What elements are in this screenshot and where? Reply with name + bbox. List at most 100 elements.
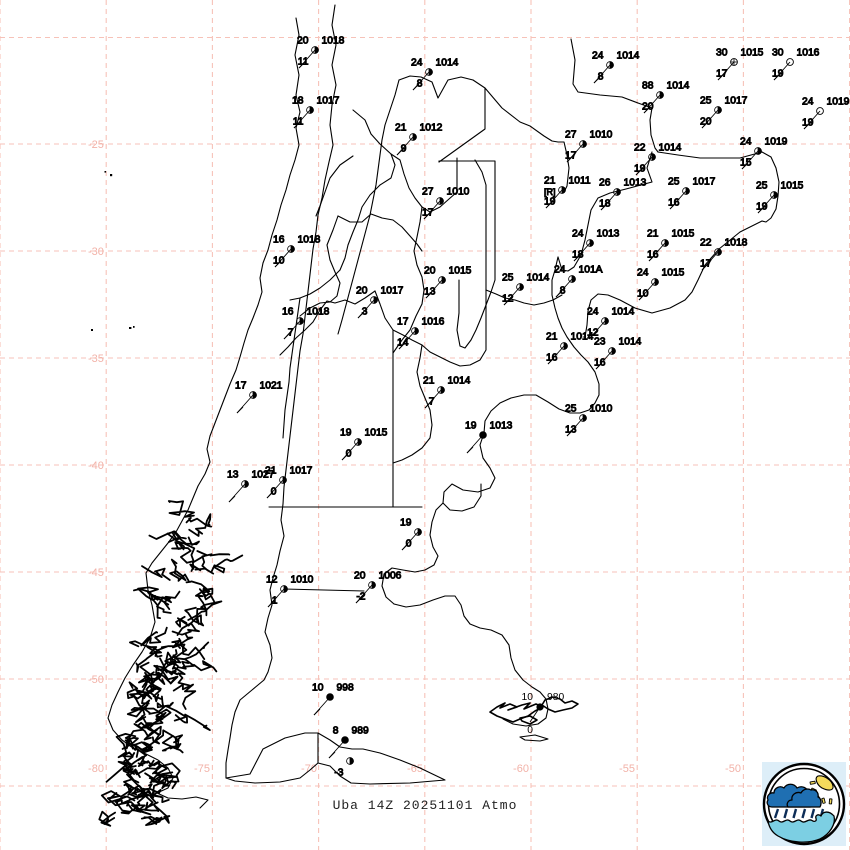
svg-text:[R]: [R] [544, 187, 556, 197]
svg-text:19: 19 [772, 69, 784, 80]
svg-text:24: 24 [592, 51, 604, 62]
svg-text:13: 13 [227, 470, 239, 481]
svg-text:1014: 1014 [667, 81, 690, 92]
svg-text:8: 8 [333, 726, 339, 737]
svg-text:1010: 1010 [291, 575, 314, 586]
svg-text:0: 0 [271, 487, 277, 498]
svg-text:13: 13 [424, 287, 436, 298]
svg-text:21: 21 [265, 466, 277, 477]
svg-text:22: 22 [700, 238, 712, 249]
svg-text:1015: 1015 [449, 266, 472, 277]
svg-text:21: 21 [395, 123, 407, 134]
svg-text:8: 8 [598, 72, 604, 83]
svg-text:0: 0 [406, 539, 412, 550]
svg-text:1010: 1010 [590, 404, 613, 415]
svg-text:20: 20 [356, 286, 368, 297]
svg-text:1019: 1019 [765, 137, 788, 148]
svg-text:21: 21 [544, 176, 556, 187]
svg-text:-2: -2 [356, 592, 365, 603]
svg-text:1013: 1013 [597, 229, 620, 240]
svg-text:16: 16 [647, 250, 659, 261]
svg-text:10: 10 [312, 683, 324, 694]
svg-text:1012: 1012 [420, 123, 443, 134]
svg-text:989: 989 [352, 726, 369, 737]
svg-text:1013: 1013 [624, 178, 647, 189]
svg-text:25: 25 [502, 273, 514, 284]
svg-text:21: 21 [546, 332, 558, 343]
svg-text:17: 17 [397, 317, 409, 328]
svg-text:998: 998 [337, 683, 354, 694]
svg-text:26: 26 [599, 178, 611, 189]
svg-text:7: 7 [429, 397, 435, 408]
svg-text:101A: 101A [579, 265, 603, 276]
svg-text:1018: 1018 [322, 36, 345, 47]
svg-text:7: 7 [288, 328, 294, 339]
svg-text:1014: 1014 [659, 143, 682, 154]
svg-text:1014: 1014 [571, 332, 594, 343]
svg-text:8: 8 [417, 79, 423, 90]
svg-text:1016: 1016 [422, 317, 445, 328]
svg-text:1015: 1015 [662, 268, 685, 279]
svg-text:1014: 1014 [612, 307, 635, 318]
svg-text:24: 24 [411, 58, 423, 69]
svg-text:1017: 1017 [693, 177, 716, 188]
svg-text:30: 30 [772, 48, 784, 59]
svg-text:12: 12 [502, 294, 514, 305]
svg-text:18: 18 [292, 96, 304, 107]
svg-text:27: 27 [422, 187, 434, 198]
svg-text:9: 9 [401, 144, 407, 155]
svg-text:16: 16 [668, 198, 680, 209]
svg-text:25: 25 [668, 177, 680, 188]
svg-text:1018: 1018 [307, 307, 330, 318]
svg-text:1011: 1011 [569, 176, 591, 187]
svg-text:1015: 1015 [741, 48, 764, 59]
svg-text:1017: 1017 [725, 96, 748, 107]
svg-text:1019: 1019 [827, 97, 850, 108]
svg-text:12: 12 [266, 575, 278, 586]
svg-text:24: 24 [572, 229, 584, 240]
svg-text:1021: 1021 [260, 381, 283, 392]
svg-text:1010: 1010 [447, 187, 470, 198]
svg-text:25: 25 [756, 181, 768, 192]
svg-text:16: 16 [282, 307, 294, 318]
svg-text:30: 30 [716, 48, 728, 59]
svg-text:1014: 1014 [619, 337, 642, 348]
svg-text:1015: 1015 [781, 181, 804, 192]
svg-text:27: 27 [565, 130, 577, 141]
svg-text:11: 11 [298, 57, 309, 68]
svg-text:19: 19 [465, 421, 477, 432]
svg-text:21: 21 [423, 376, 435, 387]
svg-text:3: 3 [362, 307, 368, 318]
svg-text:17: 17 [422, 208, 434, 219]
svg-text:20: 20 [700, 117, 712, 128]
svg-text:21: 21 [647, 229, 659, 240]
svg-text:1015: 1015 [365, 428, 388, 439]
svg-text:1017: 1017 [381, 286, 404, 297]
svg-text:18: 18 [572, 250, 584, 261]
svg-text:20: 20 [354, 571, 366, 582]
svg-text:15: 15 [740, 158, 752, 169]
svg-text:16: 16 [546, 353, 558, 364]
svg-text:17: 17 [700, 259, 712, 270]
svg-text:22: 22 [634, 143, 646, 154]
svg-text:8: 8 [560, 286, 566, 297]
svg-text:17: 17 [716, 69, 728, 80]
svg-text:16: 16 [594, 358, 606, 369]
svg-text:1014: 1014 [527, 273, 550, 284]
svg-text:20: 20 [297, 36, 309, 47]
svg-text:1: 1 [272, 596, 278, 607]
svg-text:13: 13 [565, 425, 577, 436]
svg-text:1015: 1015 [672, 229, 695, 240]
svg-text:10: 10 [273, 256, 285, 267]
svg-text:-3: -3 [334, 768, 343, 779]
svg-text:14: 14 [397, 338, 409, 349]
svg-text:20: 20 [424, 266, 436, 277]
svg-text:18: 18 [599, 199, 611, 210]
svg-text:10: 10 [637, 289, 649, 300]
svg-text:20: 20 [642, 102, 654, 113]
svg-text:24: 24 [554, 265, 566, 276]
svg-text:1018: 1018 [725, 238, 748, 249]
svg-text:19: 19 [544, 197, 556, 208]
svg-text:1018: 1018 [298, 235, 321, 246]
svg-text:0: 0 [346, 449, 352, 460]
